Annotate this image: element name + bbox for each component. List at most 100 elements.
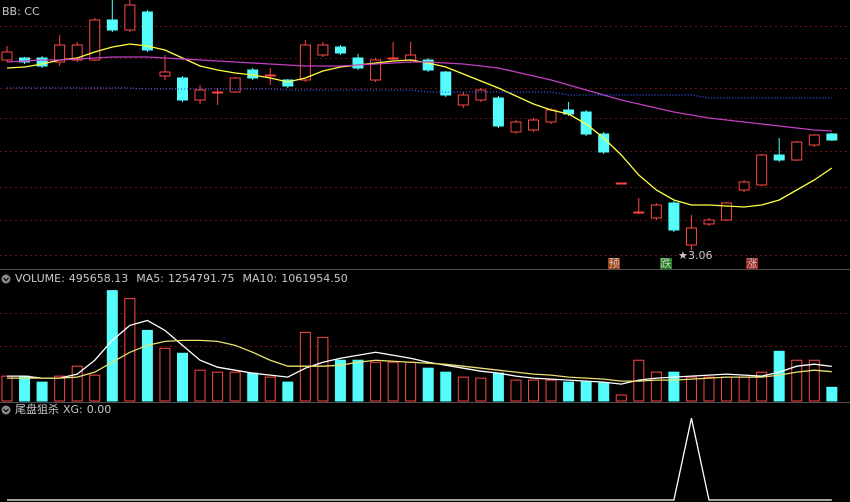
volume-bar — [264, 376, 276, 402]
legend-name: MA10: — [243, 272, 278, 285]
candle-body — [54, 44, 66, 63]
volume-bar — [317, 336, 329, 402]
volume-bar — [563, 381, 575, 402]
volume-bar — [545, 379, 557, 402]
moving-average — [7, 87, 832, 99]
candle-body — [475, 89, 487, 101]
moving-average — [6, 56, 832, 132]
candle-body — [598, 133, 610, 153]
candle-body — [721, 202, 733, 221]
candle-body — [668, 202, 680, 231]
volume-bar — [387, 361, 399, 402]
toggle-icon[interactable] — [1, 274, 11, 284]
candle-body — [685, 227, 697, 246]
volume-bar — [106, 290, 118, 402]
candle-body — [36, 57, 48, 67]
signal: 跌 — [661, 256, 672, 270]
volume-bar — [826, 386, 838, 402]
toggle-icon[interactable] — [1, 405, 11, 415]
volume-ma — [7, 339, 832, 382]
candle-body — [615, 182, 627, 185]
signal-box — [660, 258, 672, 269]
candle-body — [440, 71, 452, 96]
volume-bar — [721, 376, 733, 402]
legend-value: 1061954.50 — [281, 272, 347, 285]
candle-body — [791, 141, 803, 161]
panel-toggle[interactable] — [1, 274, 11, 284]
volume-bar — [229, 371, 241, 402]
candle-body — [19, 57, 31, 63]
volume-bar — [71, 365, 83, 402]
candle-body — [299, 44, 311, 81]
volume-bar — [141, 329, 153, 402]
candle-body — [229, 77, 241, 93]
candle-body — [159, 71, 171, 77]
panel-toggle[interactable] — [1, 405, 11, 415]
volume-bar — [808, 359, 820, 402]
price-title: BB: CC — [2, 5, 40, 18]
candle-body — [1, 51, 13, 61]
candle-body — [405, 54, 417, 61]
volume-bar — [212, 371, 224, 402]
candle-body — [282, 79, 294, 87]
volume-bar — [282, 381, 294, 402]
volume-bar — [1, 375, 13, 402]
indicator-line — [7, 418, 832, 501]
candle-body — [177, 77, 188, 101]
candle-body — [106, 19, 118, 31]
volume-bar — [370, 361, 382, 402]
volume-bar — [177, 352, 188, 402]
candle-body — [633, 211, 645, 214]
volume-title: VOLUME: — [15, 272, 65, 285]
volume-bar — [457, 376, 469, 402]
volume-bar — [194, 369, 206, 402]
volume-bar — [247, 372, 259, 402]
candle-body — [773, 154, 785, 161]
volume-bar — [528, 379, 539, 402]
legend-name: MA5: — [136, 272, 164, 285]
candle-body — [826, 133, 838, 141]
volume-bar — [352, 359, 364, 402]
volume-bar — [422, 367, 434, 402]
candle-body — [528, 119, 539, 131]
volume-bar — [615, 394, 627, 402]
volume-bar — [440, 371, 452, 402]
volume-bar — [19, 375, 31, 402]
candle-body — [510, 121, 522, 133]
volume-bar — [510, 379, 522, 402]
volume-bar — [405, 361, 417, 402]
candle-body — [334, 46, 346, 54]
volume-value: 495658.13 — [69, 272, 129, 285]
volume-ma — [7, 319, 832, 385]
candle-body — [352, 57, 364, 69]
volume-bar — [650, 371, 662, 402]
moving-average — [6, 43, 833, 208]
volume-bar — [124, 298, 136, 402]
volume-bar — [89, 374, 101, 402]
toggle-chevron — [3, 408, 9, 413]
volume-bar — [54, 375, 66, 402]
candle-body — [650, 204, 662, 219]
volume-bar — [668, 371, 680, 402]
candle-body — [387, 57, 399, 60]
low-marker: ★ — [678, 249, 688, 262]
volume-bar — [756, 371, 768, 402]
indicator-title: 尾盘狙杀 — [15, 402, 59, 416]
legend-name: XG: — [63, 403, 83, 416]
candle-body — [492, 97, 504, 127]
legend-value: 1254791.75 — [168, 272, 234, 285]
candle-body — [808, 134, 820, 146]
candle-body — [264, 74, 276, 77]
candle-body — [738, 181, 750, 191]
volume-bar — [738, 376, 750, 402]
candle-body — [422, 59, 434, 71]
annotation: 3.06 — [688, 249, 713, 262]
candle-body — [457, 94, 469, 106]
candle-body — [141, 11, 153, 51]
toggle-chevron — [3, 277, 9, 282]
legend-value: 0.00 — [87, 403, 112, 416]
candle-body — [89, 19, 101, 61]
candle-body — [212, 91, 224, 94]
